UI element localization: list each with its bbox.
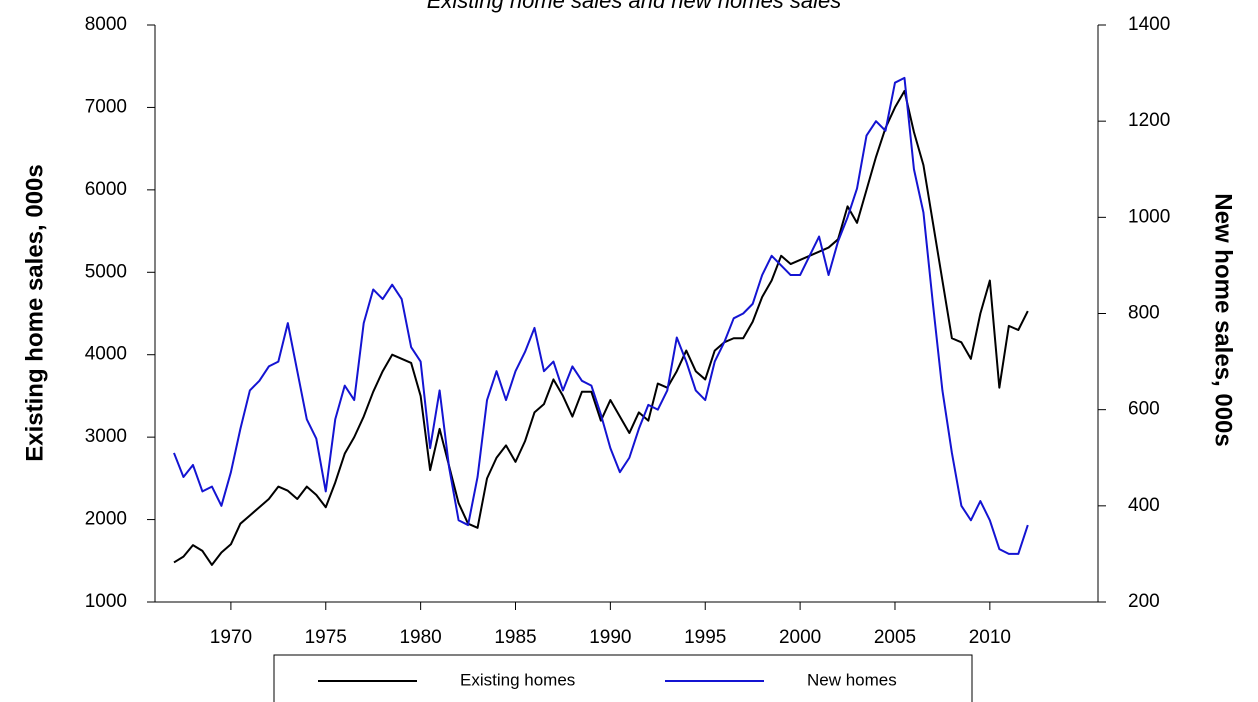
y2-tick-label: 800 bbox=[1128, 303, 1160, 324]
x-tick-label: 2000 bbox=[779, 627, 821, 648]
x-tick-label: 1980 bbox=[399, 627, 441, 648]
y2-tick-label: 400 bbox=[1128, 495, 1160, 516]
x-tick-label: 2010 bbox=[969, 627, 1011, 648]
legend-box bbox=[273, 654, 973, 702]
y2-tick-label: 1400 bbox=[1128, 14, 1170, 35]
x-tick-label: 1995 bbox=[684, 627, 726, 648]
x-tick-label: 2005 bbox=[874, 627, 916, 648]
chart-title: Existing home sales and new homes sales bbox=[427, 0, 842, 13]
y-tick-label: 2000 bbox=[85, 509, 127, 530]
x-tick-label: 1975 bbox=[305, 627, 347, 648]
y-tick-label: 8000 bbox=[85, 14, 127, 35]
y-tick-label: 5000 bbox=[85, 261, 127, 282]
y2-axis-title: New home sales, 000s bbox=[1210, 193, 1237, 446]
x-tick-label: 1970 bbox=[210, 627, 252, 648]
y-tick-label: 6000 bbox=[85, 179, 127, 200]
y-tick-label: 3000 bbox=[85, 426, 127, 447]
y2-tick-label: 200 bbox=[1128, 591, 1160, 612]
y2-tick-label: 1200 bbox=[1128, 110, 1170, 131]
y2-tick-label: 1000 bbox=[1128, 206, 1170, 227]
y-axis-title: Existing home sales, 000s bbox=[21, 164, 48, 461]
legend-label: Existing homes bbox=[460, 670, 575, 689]
series-line bbox=[173, 76, 1029, 555]
legend-label: New homes bbox=[807, 670, 897, 689]
y-tick-label: 1000 bbox=[85, 591, 127, 612]
y2-tick-label: 600 bbox=[1128, 399, 1160, 420]
series-line bbox=[173, 89, 1029, 566]
x-tick-label: 1990 bbox=[589, 627, 631, 648]
x-tick-label: 1985 bbox=[494, 627, 536, 648]
y-tick-label: 4000 bbox=[85, 344, 127, 365]
y-tick-label: 7000 bbox=[85, 96, 127, 117]
